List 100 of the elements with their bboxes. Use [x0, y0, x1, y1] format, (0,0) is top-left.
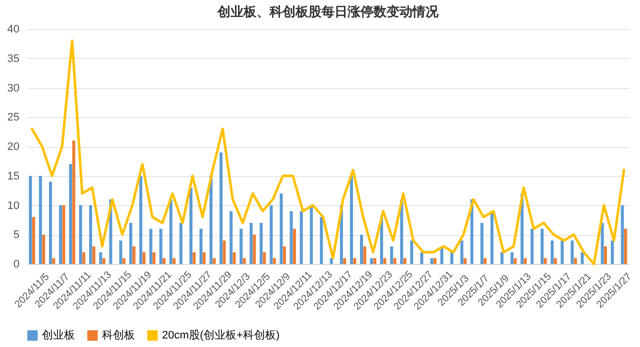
- bar: [132, 246, 136, 264]
- bar: [570, 240, 574, 264]
- bar: [510, 252, 514, 264]
- bar: [383, 258, 386, 264]
- bar: [524, 258, 527, 264]
- bar: [262, 252, 266, 264]
- bar: [343, 258, 346, 264]
- bar: [260, 222, 263, 264]
- bar: [280, 194, 283, 264]
- bar: [484, 258, 487, 264]
- bar: [52, 258, 56, 264]
- bar: [62, 205, 66, 264]
- bar: [330, 258, 333, 264]
- bar: [450, 252, 454, 264]
- bar: [554, 258, 557, 264]
- bar: [624, 228, 628, 264]
- bar: [192, 252, 196, 264]
- line-series: [30, 40, 626, 266]
- bar: [189, 188, 192, 264]
- bar: [310, 205, 313, 264]
- bar: [620, 205, 624, 264]
- bar: [604, 246, 608, 264]
- bar: [480, 222, 484, 264]
- bar: [162, 258, 166, 264]
- bar: [202, 252, 206, 264]
- chart-title: 创业板、科创板股每日涨停数变动情况: [216, 4, 440, 19]
- bar: [129, 222, 132, 264]
- bar: [149, 228, 152, 264]
- y-tick-label: 30: [7, 82, 20, 94]
- bar: [82, 252, 86, 264]
- bar: [99, 252, 102, 264]
- bar: [102, 258, 106, 264]
- bar: [282, 246, 286, 264]
- bar: [550, 240, 554, 264]
- bar: [350, 176, 353, 264]
- bar: [560, 240, 564, 264]
- bar: [360, 234, 364, 264]
- bar: [72, 140, 76, 264]
- bar: [390, 246, 394, 264]
- bar: [230, 211, 233, 264]
- bar: [92, 246, 96, 264]
- bar: [69, 164, 72, 264]
- bar: [610, 240, 614, 264]
- legend-label: 创业板: [42, 328, 75, 342]
- bar: [59, 205, 62, 264]
- bar: [32, 217, 36, 264]
- bar: [250, 222, 253, 264]
- bar: [540, 228, 544, 264]
- bar: [240, 228, 243, 264]
- y-tick-label: 5: [13, 229, 20, 242]
- bar: [212, 258, 216, 264]
- bar: [580, 252, 584, 264]
- y-tick-label: 10: [7, 200, 20, 212]
- bar: [159, 228, 162, 264]
- bar: [363, 246, 366, 264]
- bar: [530, 228, 534, 264]
- bar: [119, 240, 122, 264]
- y-tick-label: 25: [7, 112, 20, 124]
- y-tick-label: 20: [7, 141, 20, 153]
- bar: [292, 228, 296, 264]
- bar: [574, 258, 577, 264]
- bar: [290, 211, 293, 264]
- bar: [42, 234, 46, 264]
- bar: [38, 176, 42, 264]
- bar: [272, 258, 276, 264]
- bar: [430, 258, 434, 264]
- bar: [500, 252, 504, 264]
- bar: [320, 217, 323, 264]
- bar: [373, 258, 376, 264]
- bar: [232, 252, 236, 264]
- bar: [199, 228, 202, 264]
- bar: [179, 222, 182, 264]
- bar: [28, 176, 32, 264]
- y-tick-label: 0: [13, 258, 20, 270]
- bar: [370, 258, 374, 264]
- bar: [600, 222, 604, 264]
- bar: [242, 258, 246, 264]
- bar: [410, 240, 414, 264]
- y-tick-label: 40: [7, 24, 20, 36]
- bar: [433, 258, 436, 264]
- y-tick-label: 35: [7, 52, 20, 65]
- bar: [420, 252, 424, 264]
- bar: [393, 258, 396, 264]
- bar: [210, 176, 213, 264]
- bar: [252, 234, 256, 264]
- legend-label: 20cm股(创业板+科创板): [162, 328, 280, 342]
- bar: [464, 258, 467, 264]
- bar: [122, 258, 126, 264]
- bar: [89, 205, 92, 264]
- bar: [172, 258, 176, 264]
- bar: [169, 199, 172, 264]
- bar: [403, 258, 406, 264]
- bar: [300, 211, 303, 264]
- bar: [460, 240, 464, 264]
- bar: [79, 205, 82, 264]
- bar: [48, 182, 52, 264]
- bar: [142, 252, 146, 264]
- bar: [152, 252, 156, 264]
- bar: [139, 176, 142, 264]
- y-tick-label: 15: [7, 170, 20, 182]
